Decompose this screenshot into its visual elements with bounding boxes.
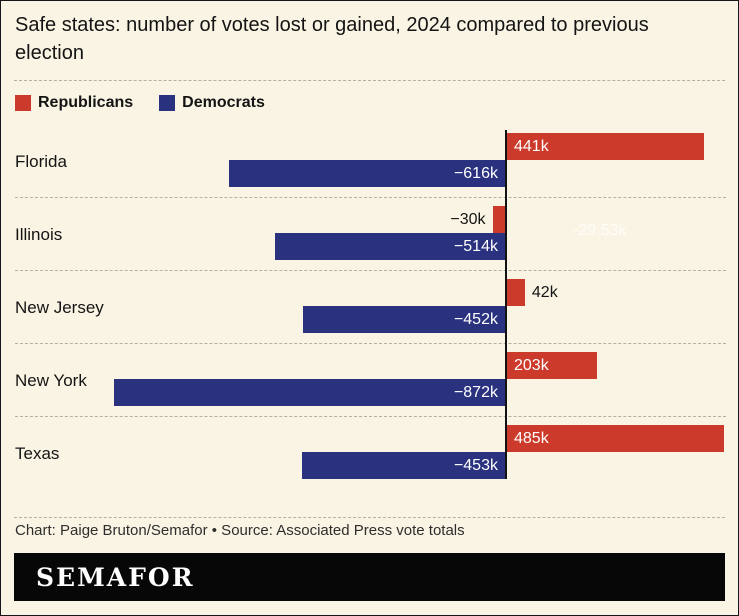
bar-value-label: −30k <box>450 211 486 228</box>
bar-value-label: −452k <box>453 310 498 328</box>
hover-tooltip-ghost: -29.53k <box>573 222 627 239</box>
chart-title: Safe states: number of votes lost or gai… <box>15 14 649 64</box>
legend-swatch-democrats <box>159 95 176 111</box>
state-label: Florida <box>15 152 67 171</box>
legend-label-republicans: Republicans <box>38 94 134 111</box>
legend-item-democrats: Democrats <box>159 94 265 112</box>
state-group: New Jersey 42k −452k <box>15 271 726 344</box>
bar-democrats[interactable]: −452k <box>302 306 506 333</box>
bar-republicans[interactable]: 441k <box>506 133 705 160</box>
state-group: Illinois −30k −514k <box>15 198 726 271</box>
bar-value-label: 441k <box>514 137 549 155</box>
state-group: Texas 485k −453k <box>15 417 726 490</box>
state-label: New Jersey <box>15 298 104 317</box>
state-group: Florida 441k −616k <box>15 125 726 198</box>
bar-republicans[interactable]: 485k <box>506 425 725 452</box>
chart-area: Florida 441k −616k Illinois −30k −514k New Jer… <box>15 125 726 490</box>
bar-value-label: 485k <box>514 429 549 447</box>
legend: Republicans Democrats <box>15 94 291 112</box>
credit-line: Chart: Paige Bruton/Semafor • Source: As… <box>15 522 465 539</box>
state-label: Texas <box>15 444 60 463</box>
zero-axis-line <box>505 130 507 479</box>
legend-label-democrats: Democrats <box>182 94 265 111</box>
legend-item-republicans: Republicans <box>15 94 133 112</box>
separator-bottom <box>14 517 725 518</box>
state-group: New York 203k −872k <box>15 344 726 417</box>
bar-democrats[interactable]: −514k <box>274 233 506 260</box>
semafor-logo: SEMAFOR <box>36 562 195 592</box>
state-label: New York <box>15 371 87 390</box>
bar-value-label: 42k <box>531 284 558 301</box>
bar-value-label: 203k <box>514 356 549 374</box>
bar-democrats[interactable]: −872k <box>113 379 506 406</box>
bar-value-label: −453k <box>453 456 498 474</box>
logo-bar: SEMAFOR <box>14 553 725 601</box>
bar-republicans[interactable] <box>492 206 506 233</box>
bar-republicans[interactable] <box>506 279 525 306</box>
legend-swatch-republicans <box>15 95 31 111</box>
separator-top <box>14 80 725 81</box>
bar-value-label: −616k <box>453 164 498 182</box>
bar-value-label: −872k <box>453 383 498 401</box>
bar-republicans[interactable]: 203k <box>506 352 598 379</box>
bar-value-label: −514k <box>453 237 498 255</box>
bar-democrats[interactable]: −453k <box>302 452 506 479</box>
bar-democrats[interactable]: −616k <box>228 160 506 187</box>
state-label: Illinois <box>15 225 63 244</box>
